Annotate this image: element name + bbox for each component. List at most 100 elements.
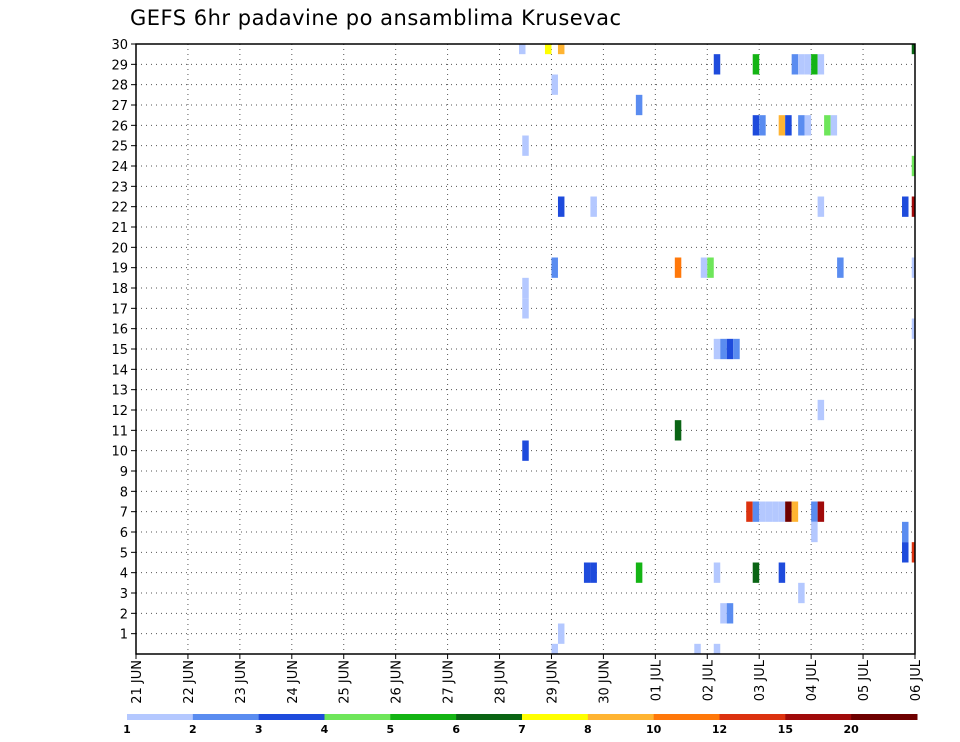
precip-cell (635, 94, 643, 116)
y-tick-label: 20 (111, 241, 128, 256)
precip-cell (817, 54, 825, 75)
precip-cell (798, 115, 805, 136)
x-tick-label: 06 JUL (909, 659, 924, 701)
y-tick-label: 6 (120, 526, 128, 541)
y-tick-label: 23 (111, 180, 128, 195)
precip-cell (804, 54, 812, 75)
x-tick-label: 01 JUL (649, 659, 664, 701)
y-tick-label: 13 (111, 384, 128, 399)
precip-cell (785, 115, 792, 136)
y-tick-label: 27 (111, 99, 128, 114)
x-tick-label: 25 JUN (338, 660, 353, 704)
precip-cell (811, 521, 818, 543)
legend-swatch (653, 714, 720, 720)
y-tick-label: 30 (111, 38, 128, 53)
precip-cell (830, 115, 838, 136)
y-tick-label: 7 (120, 506, 128, 521)
precip-cell (746, 501, 753, 522)
legend-swatch (258, 714, 325, 720)
precip-cell (522, 135, 529, 156)
chart-title: GEFS 6hr padavine po ansamblima Krusevac (130, 6, 622, 30)
legend-swatch (719, 714, 786, 720)
precip-cell (551, 643, 558, 654)
legend-swatch (587, 714, 655, 720)
precip-cell (720, 603, 727, 624)
y-tick-label: 29 (111, 58, 128, 73)
legend-swatch (522, 714, 589, 720)
precip-cell (713, 54, 721, 75)
y-tick-label: 8 (120, 485, 128, 500)
x-tick-label: 03 JUL (753, 659, 768, 701)
precip-cell (713, 643, 721, 654)
precip-cell (726, 603, 734, 624)
precip-cell (817, 501, 825, 522)
precip-cell (590, 562, 597, 583)
legend-label: 1 (123, 723, 131, 736)
precip-cell (791, 501, 799, 522)
y-tick-label: 19 (111, 262, 128, 277)
precip-cell (694, 643, 701, 654)
precip-cell (837, 257, 844, 278)
x-tick-label: 22 JUN (182, 660, 197, 704)
precip-cell (817, 399, 825, 421)
precip-cell (902, 542, 909, 563)
precip-cell (772, 501, 779, 522)
legend-label: 20 (844, 723, 860, 736)
precip-cell (519, 44, 526, 55)
y-tick-label: 9 (120, 465, 128, 480)
precip-cell (811, 501, 818, 522)
precip-cell (911, 318, 915, 339)
precip-cell (902, 521, 909, 543)
precip-cell (911, 44, 915, 55)
legend-swatch (127, 714, 194, 720)
legend-swatch (192, 714, 260, 720)
precip-cell (902, 196, 909, 217)
precip-cell (811, 54, 818, 75)
data-cells (519, 44, 915, 654)
precip-cell (700, 257, 708, 278)
x-tick-label: 04 JUL (805, 659, 820, 701)
x-tick-label: 23 JUN (234, 660, 249, 704)
precip-cell (798, 582, 805, 604)
precip-cell (765, 501, 773, 522)
x-tick-label: 02 JUL (701, 659, 716, 701)
legend-swatch (456, 714, 523, 720)
y-tick-label: 26 (111, 119, 128, 134)
precip-cell (911, 257, 915, 278)
legend-label: 15 (778, 723, 793, 736)
precip-cell (778, 562, 786, 583)
precip-cell (583, 562, 591, 583)
y-tick-label: 28 (111, 79, 128, 94)
legend-swatch (851, 714, 918, 720)
y-tick-label: 24 (111, 160, 128, 175)
precip-cell (804, 115, 812, 136)
color-legend: 1 2 3 4 5 6 7 8 10 12 15 20 (123, 714, 918, 736)
precip-cell (726, 338, 734, 360)
legend-label: 12 (712, 723, 727, 736)
x-tick-label: 29 JUN (545, 660, 560, 704)
y-tick-label: 21 (111, 221, 128, 236)
precip-cell (557, 623, 565, 644)
x-tick-label: 30 JUN (597, 660, 612, 704)
legend-swatch (324, 714, 391, 720)
x-tick-label: 27 JUN (442, 660, 457, 704)
precip-cell (798, 54, 805, 75)
precip-cell (590, 196, 597, 217)
y-tick-label: 22 (111, 201, 128, 216)
x-tick-label: 05 JUL (857, 659, 872, 701)
precip-cell (551, 74, 558, 95)
x-tick-label: 26 JUN (390, 660, 405, 704)
x-tick-label: 21 JUN (130, 660, 145, 704)
precip-cell (911, 196, 915, 217)
precip-cell (778, 501, 786, 522)
precip-cell (824, 115, 831, 136)
precip-cell (713, 562, 721, 583)
legend-swatch (390, 714, 457, 720)
precip-cell (557, 196, 565, 217)
y-tick-label: 18 (111, 282, 128, 297)
precip-cell (522, 277, 529, 299)
legend-label: 10 (646, 723, 662, 736)
precip-cell (778, 115, 786, 136)
precip-cell (817, 196, 825, 217)
